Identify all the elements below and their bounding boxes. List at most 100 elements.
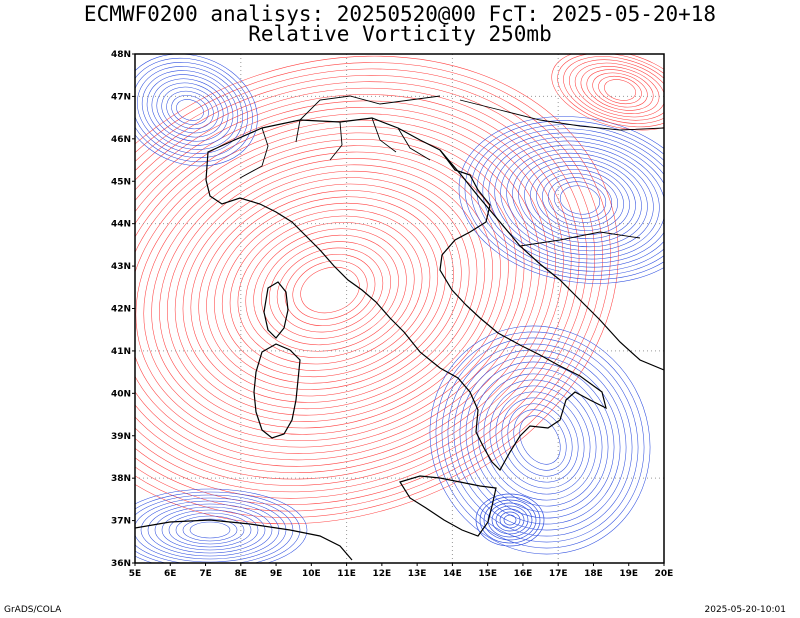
negative-vorticity-contour	[156, 82, 224, 138]
negative-vorticity-contour	[501, 397, 579, 483]
negative-vorticity-contour	[495, 508, 525, 532]
negative-vorticity-contour	[465, 361, 615, 519]
lon-tick-label: 15E	[478, 569, 497, 579]
positive-vorticity-contour	[135, 132, 525, 448]
map-subtitle: Relative Vorticity 250mb	[248, 22, 552, 46]
positive-vorticity-contour	[229, 209, 431, 371]
lon-tick-label: 18E	[584, 569, 603, 579]
negative-vorticity-contour	[494, 140, 664, 260]
corsica-outline	[263, 281, 289, 339]
lat-tick-label: 44N	[111, 220, 131, 230]
negative-vorticity-contour	[503, 514, 517, 526]
positive-vorticity-contour	[206, 190, 454, 390]
negative-vorticity-contour	[182, 518, 238, 542]
lon-tick-label: 6E	[164, 569, 176, 579]
negative-vorticity-contour	[161, 86, 219, 134]
negative-vorticity-contour	[458, 116, 664, 284]
positive-vorticity-contour	[135, 94, 572, 486]
lat-tick-label: 36N	[111, 559, 131, 569]
negative-vorticity-contour	[429, 325, 651, 555]
footer-timestamp: 2025-05-20-10:01	[704, 605, 787, 615]
negative-vorticity-contour	[479, 496, 541, 544]
positive-vorticity-contour	[190, 177, 470, 403]
positive-vorticity-contour	[568, 59, 664, 121]
borders	[239, 95, 664, 247]
negative-vorticity-contour	[559, 185, 601, 215]
lat-tick-label: 43N	[111, 262, 131, 272]
map-title: ECMWF0200 analisys: 20250520@00 FcT: 202…	[83, 2, 717, 26]
positive-vorticity-contour	[135, 106, 556, 474]
negative-vorticity-contour	[513, 409, 567, 471]
lat-tick-label: 46N	[111, 135, 131, 145]
positive-vorticity-contour	[135, 75, 595, 505]
positive-vorticity-contour	[557, 54, 664, 128]
negative-vorticity-contour	[476, 128, 664, 272]
negative-vorticity-contour	[477, 373, 603, 507]
positive-vorticity-contour	[276, 247, 384, 333]
positive-vorticity-contour	[586, 69, 654, 111]
negative-vorticity-contour	[161, 509, 259, 551]
lat-tick-label: 48N	[111, 50, 131, 60]
lat-tick-label: 37N	[111, 517, 131, 527]
lon-tick-label: 8E	[235, 569, 247, 579]
negative-vorticity-contour	[519, 415, 561, 465]
negative-vorticity-contour	[499, 511, 521, 529]
negative-vorticity-contour	[154, 506, 266, 554]
negative-vorticity-contour	[176, 99, 204, 121]
negative-vorticity-contour	[488, 136, 664, 264]
sicily-outline	[399, 475, 497, 537]
negative-vorticity-contour	[146, 74, 234, 146]
positive-vorticity-contour	[245, 222, 415, 358]
positive-vorticity-contour	[198, 183, 462, 397]
lat-tick-label: 38N	[111, 474, 131, 484]
negative-vorticity-contour	[166, 90, 214, 130]
vorticity-contours	[135, 54, 664, 563]
negative-vorticity-contour	[453, 349, 627, 531]
negative-vorticity-contour	[141, 70, 239, 150]
lat-tick-label: 42N	[111, 305, 131, 315]
negative-vorticity-contour	[168, 512, 252, 548]
positive-vorticity-contour	[237, 215, 423, 365]
negative-vorticity-contour	[189, 521, 231, 539]
positive-vorticity-contour	[592, 72, 648, 108]
negative-vorticity-contour	[512, 152, 648, 248]
positive-vorticity-contour	[135, 119, 541, 461]
lat-tick-label: 41N	[111, 347, 131, 357]
lon-tick-label: 17E	[549, 569, 568, 579]
negative-vorticity-contour	[547, 177, 613, 223]
lon-tick-label: 12E	[373, 569, 392, 579]
negative-vorticity-contour	[542, 173, 618, 227]
lon-tick-label: 9E	[270, 569, 282, 579]
negative-vorticity-contour	[489, 385, 591, 495]
negative-vorticity-contour	[507, 403, 573, 477]
lat-tick-label: 47N	[111, 92, 131, 102]
positive-vorticity-contour	[292, 260, 368, 320]
lon-tick-label: 14E	[443, 569, 462, 579]
positive-vorticity-contour	[135, 87, 580, 493]
positive-vorticity-contour	[221, 202, 439, 378]
positive-vorticity-contour	[182, 170, 478, 410]
adriatic-east-coast	[439, 149, 664, 371]
lat-tick-label: 39N	[111, 432, 131, 442]
positive-vorticity-contour	[135, 81, 588, 499]
negative-vorticity-contour	[140, 500, 280, 560]
coastlines	[135, 95, 664, 561]
positive-vorticity-contour	[598, 75, 642, 105]
positive-vorticity-contour	[135, 68, 603, 512]
africa-coast	[135, 519, 353, 561]
negative-vorticity-contour	[135, 491, 301, 563]
negative-vorticity-contour	[491, 505, 529, 535]
lon-tick-label: 13E	[408, 569, 427, 579]
lon-tick-label: 7E	[199, 569, 211, 579]
positive-vorticity-contour	[604, 79, 636, 101]
longitude-axis: 5E 6E 7E 8E 9E 10E 11E 12E 13E 14E 15E 16E 17E 18E 19E…	[129, 563, 673, 579]
negative-vorticity-contour	[553, 181, 607, 219]
negative-vorticity-contour	[518, 156, 642, 244]
negative-vorticity-contour	[483, 499, 537, 541]
negative-vorticity-contour	[482, 132, 664, 268]
positive-vorticity-contour	[563, 56, 664, 124]
negative-vorticity-contour	[135, 62, 248, 158]
lat-tick-label: 40N	[111, 389, 131, 399]
negative-vorticity-contour	[136, 66, 244, 154]
